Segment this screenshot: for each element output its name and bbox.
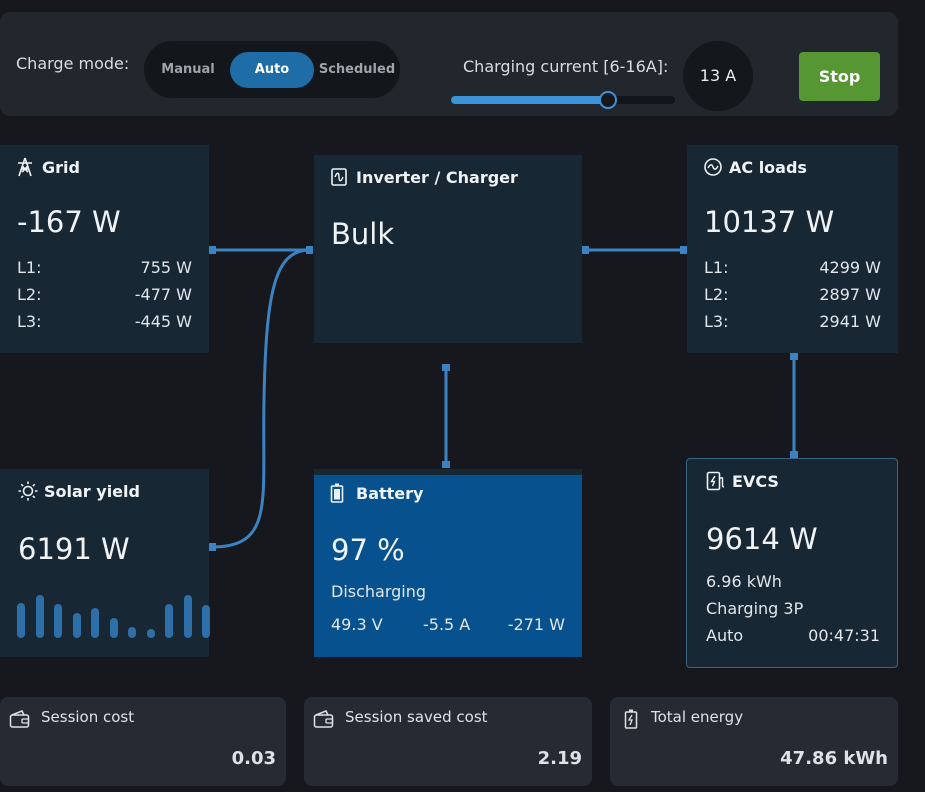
inverter-state: Bulk <box>331 217 395 251</box>
session-saved-cost-value: 2.19 <box>537 748 582 769</box>
solar-history-bar <box>54 604 62 638</box>
solar-history-bar <box>109 618 118 638</box>
evcs-title: EVCS <box>732 472 779 491</box>
power-tower-icon <box>16 157 36 181</box>
grid-phase-row: L2: -477 W <box>17 285 192 304</box>
battery-charge-icon <box>624 709 638 733</box>
battery-power: -271 W <box>507 615 565 634</box>
mode-manual-button[interactable]: Manual <box>161 62 215 77</box>
inverter-title: Inverter / Charger <box>356 168 518 187</box>
wallet-icon <box>9 709 31 733</box>
sun-icon <box>18 481 38 505</box>
solar-history-bar <box>202 605 210 638</box>
session-cost-title: Session cost <box>41 708 135 726</box>
solar-history-bar <box>35 595 44 638</box>
solar-inverter-connector <box>211 248 311 549</box>
solar-history-bar <box>183 595 192 638</box>
battery-voltage: 49.3 V <box>331 615 383 634</box>
battery-title: Battery <box>356 484 424 503</box>
evcs-session-time: 00:47:31 <box>808 626 880 645</box>
grid-power: -167 W <box>17 205 121 239</box>
grid-title: Grid <box>42 158 80 177</box>
battery-current: -5.5 A <box>423 615 471 634</box>
evcs-energy: 6.96 kWh <box>706 572 782 591</box>
stop-button[interactable]: Stop <box>799 52 880 101</box>
slider-fill <box>451 96 608 104</box>
session-saved-cost-card: Session saved cost 2.19 <box>304 697 592 786</box>
battery-readings: 49.3 V -5.5 A -271 W <box>331 615 565 634</box>
battery-panel[interactable]: Battery 97 % Discharging 49.3 V -5.5 A -… <box>314 469 582 657</box>
grid-phase-row: L3: -445 W <box>17 312 192 331</box>
session-cost-card: Session cost 0.03 <box>0 697 286 786</box>
ac-sine-icon <box>703 157 723 181</box>
ac-loads-title: AC loads <box>729 158 807 177</box>
evcs-panel[interactable]: EVCS 9614 W 6.96 kWh Charging 3P Auto 00… <box>686 458 898 668</box>
charge-control-bar: Charge mode: Manual Auto Scheduled Charg… <box>0 12 898 116</box>
grid-panel[interactable]: Grid -167 W L1: 755 W L2: -477 W L3: -445 W <box>0 145 209 353</box>
total-energy-value: 47.86 kWh <box>780 748 888 769</box>
total-energy-title: Total energy <box>651 708 744 726</box>
solar-history-bar <box>91 608 99 638</box>
charge-mode-selector: Manual Auto Scheduled <box>144 41 400 98</box>
session-cost-value: 0.03 <box>231 748 276 769</box>
solar-history-bar <box>72 613 81 638</box>
wallet-icon <box>313 709 335 733</box>
solar-title: Solar yield <box>44 482 140 501</box>
battery-icon <box>330 483 350 507</box>
total-energy-card: Total energy 47.86 kWh <box>610 697 898 786</box>
session-saved-cost-title: Session saved cost <box>345 708 488 726</box>
solar-history-bar <box>17 603 25 638</box>
mode-scheduled-button[interactable]: Scheduled <box>318 62 396 77</box>
solar-history-bar <box>165 604 173 638</box>
solar-history-bar <box>128 627 136 638</box>
grid-phase-row: L1: 755 W <box>17 258 192 277</box>
charging-current-slider[interactable] <box>451 91 675 109</box>
evcs-mode: Auto <box>706 626 744 645</box>
battery-state: Discharging <box>331 582 427 601</box>
solar-power: 6191 W <box>18 532 130 566</box>
charging-current-label: Charging current [6-16A]: <box>463 57 669 76</box>
evcs-status: Charging 3P <box>706 599 804 618</box>
ac-phase-row: L2: 2897 W <box>704 285 881 304</box>
slider-handle[interactable] <box>598 91 617 109</box>
battery-soc: 97 % <box>331 533 405 567</box>
solar-history-bar <box>146 629 155 638</box>
mode-auto-button[interactable]: Auto <box>230 52 314 88</box>
charge-mode-label: Charge mode: <box>16 54 130 73</box>
ac-phase-row: L3: 2941 W <box>704 312 881 331</box>
ev-charger-icon <box>706 471 726 495</box>
solar-panel[interactable]: Solar yield 6191 W <box>0 469 210 657</box>
evcs-power: 9614 W <box>706 522 818 556</box>
inverter-panel[interactable]: Inverter / Charger Bulk <box>314 155 582 343</box>
charging-current-value: 13 A <box>683 41 753 111</box>
ac-loads-power: 10137 W <box>704 205 835 239</box>
ac-loads-panel[interactable]: AC loads 10137 W L1: 4299 W L2: 2897 W L3:… <box>687 145 898 353</box>
ac-phase-row: L1: 4299 W <box>704 258 881 277</box>
inverter-icon <box>330 167 350 191</box>
